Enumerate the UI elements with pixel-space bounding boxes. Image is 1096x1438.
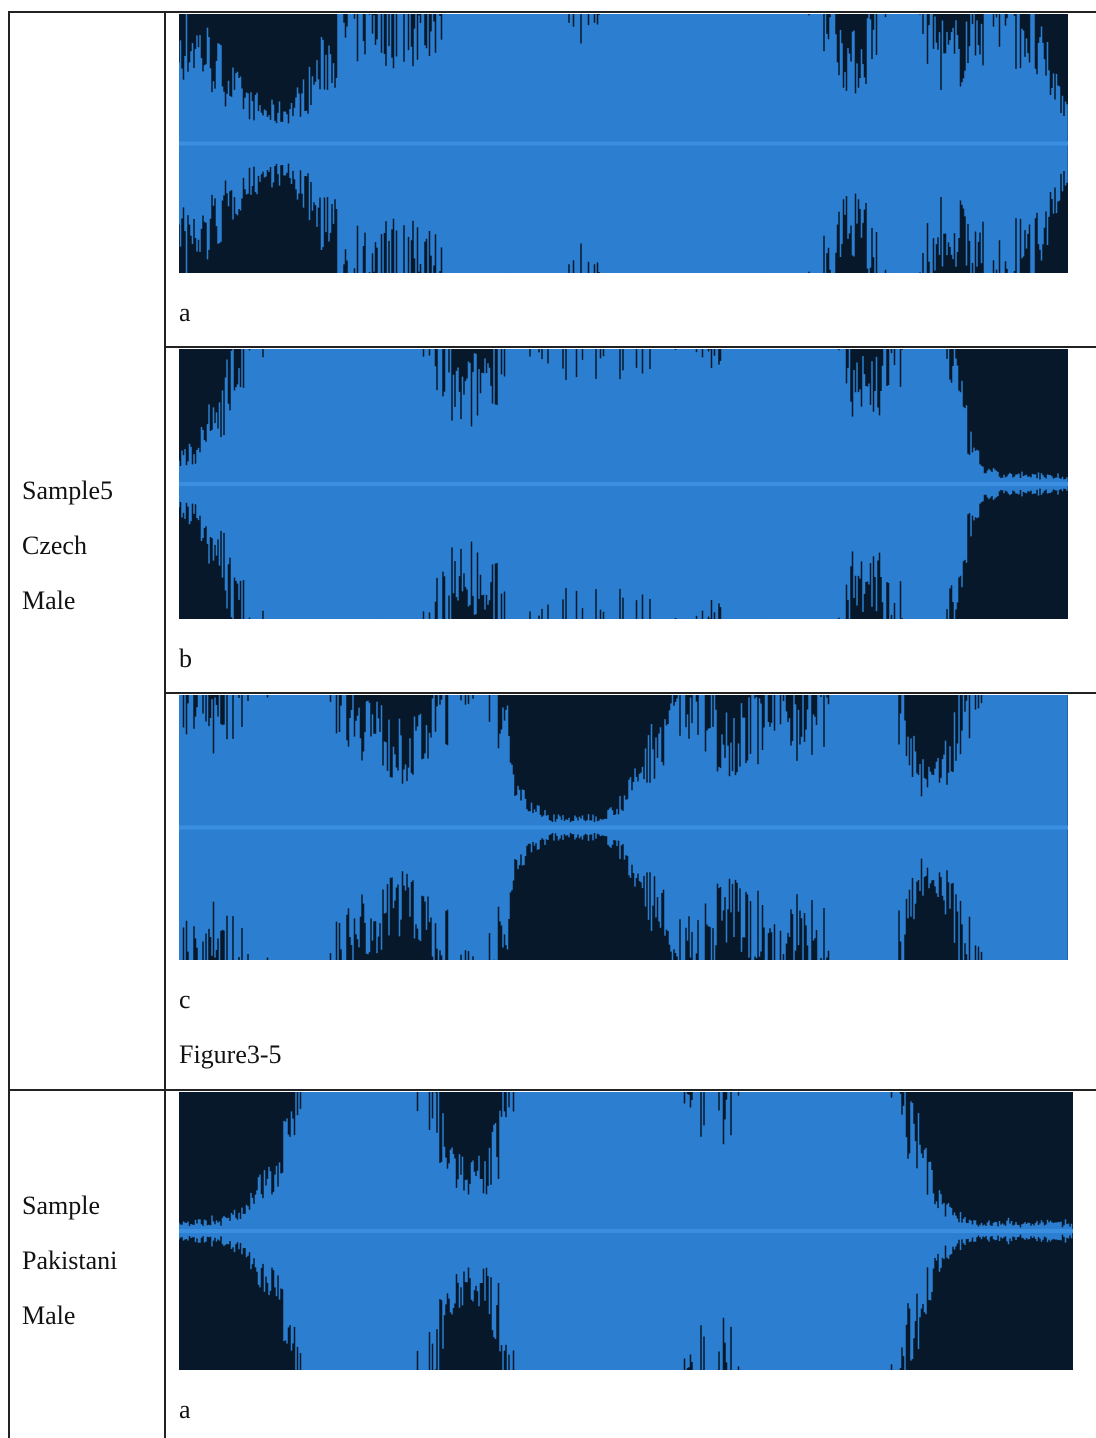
table-border — [8, 11, 1096, 13]
document: Sample5 Czech Male a b c Figure3-5 Sample Pakist… — [0, 0, 1096, 1438]
waveform-image — [179, 349, 1068, 619]
waveform-image — [179, 1092, 1073, 1370]
row-label: Pakistani — [22, 1246, 117, 1276]
panel-caption: a — [179, 298, 191, 328]
row-label: Czech — [22, 531, 87, 561]
column-divider — [164, 11, 166, 1438]
row-label: Male — [22, 586, 75, 616]
panel-caption: b — [179, 644, 192, 674]
cell-divider — [164, 346, 1096, 348]
row-label: Male — [22, 1301, 75, 1331]
panel-caption: c — [179, 985, 191, 1015]
waveform-image — [179, 14, 1068, 273]
row-divider — [8, 1089, 1096, 1091]
row-label: Sample — [22, 1191, 100, 1221]
figure-label: Figure3-5 — [179, 1040, 282, 1070]
table-border — [8, 11, 10, 1438]
panel-caption: a — [179, 1395, 191, 1425]
row-label: Sample5 — [22, 476, 113, 506]
cell-divider — [164, 692, 1096, 694]
waveform-image — [179, 695, 1068, 960]
